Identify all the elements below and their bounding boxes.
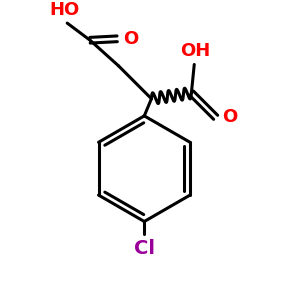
Text: O: O [123,30,138,48]
Text: OH: OH [181,42,211,60]
Text: O: O [222,108,237,126]
Text: Cl: Cl [134,238,155,258]
Text: HO: HO [49,1,80,19]
